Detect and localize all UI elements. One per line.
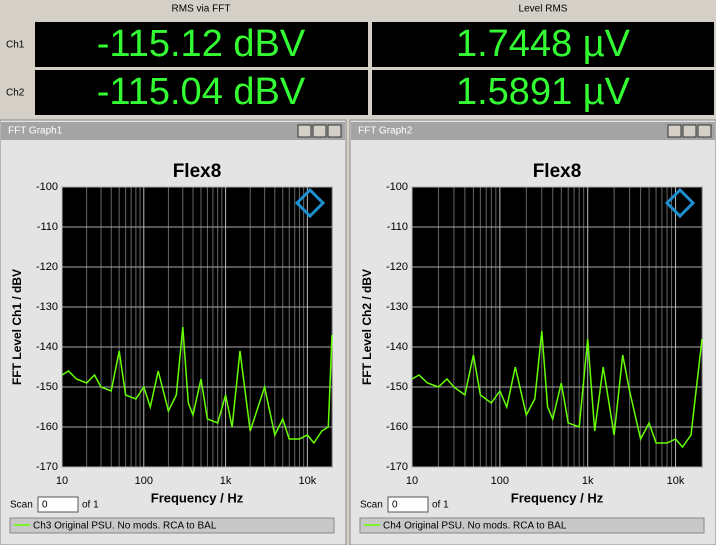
display-box (372, 70, 714, 115)
readout-value: 1.7448 µV (456, 23, 631, 65)
window-button[interactable] (682, 124, 697, 138)
logo (664, 187, 696, 219)
x-tick-label: 10k (299, 475, 317, 487)
window-button[interactable] (327, 124, 342, 138)
y-tick-label: -130 (36, 301, 58, 313)
logo-shape (664, 187, 696, 219)
y-axis-label: FFT Level Ch1 / dBV (10, 269, 24, 385)
spectrum-line (411, 330, 703, 449)
y-tick-label: -160 (36, 421, 58, 433)
readout-value: 1.5891 µV (456, 71, 631, 113)
scan-dropdown[interactable] (37, 496, 79, 513)
title-bar (1, 122, 345, 140)
y-tick-label: -170 (386, 461, 408, 473)
display-box (372, 22, 714, 67)
channel-label: Ch1 (6, 40, 25, 51)
x-tick-label: 100 (135, 475, 153, 487)
window-title: FFT Graph2 (358, 126, 413, 137)
y-tick-label: -120 (36, 261, 58, 273)
legend-bar (359, 517, 705, 534)
plot-area (61, 186, 333, 468)
readout-value: -115.04 dBV (97, 71, 306, 113)
y-tick-label: -150 (386, 381, 408, 393)
scan-value: 0 (42, 500, 48, 511)
legend-entry: Ch3 Original PSU. No mods. RCA to BAL (33, 521, 217, 532)
x-tick-label: 10k (667, 475, 685, 487)
logo-shape (294, 187, 326, 219)
channel-label: Ch2 (6, 88, 25, 99)
readout-value: -115.12 dBV (97, 23, 306, 65)
window-button[interactable] (297, 124, 312, 138)
column-header: Level RMS (519, 4, 568, 15)
y-tick-label: -120 (386, 261, 408, 273)
scan-of: of 1 (432, 500, 449, 511)
column-header: RMS via FFT (172, 4, 231, 15)
x-tick-label: 100 (491, 475, 509, 487)
y-tick-label: -160 (386, 421, 408, 433)
chart-title: Flex8 (173, 161, 222, 182)
window-button[interactable] (697, 124, 712, 138)
x-tick-label: 10 (406, 475, 418, 487)
display-box (35, 22, 368, 67)
y-tick-label: -170 (36, 461, 58, 473)
y-tick-label: -100 (386, 181, 408, 193)
y-tick-label: -150 (36, 381, 58, 393)
window-button[interactable] (312, 124, 327, 138)
plot-area (411, 186, 703, 468)
scan-of: of 1 (82, 500, 99, 511)
scan-value: 0 (392, 500, 398, 511)
x-axis-label: Frequency / Hz (511, 490, 604, 505)
legend-entry: Ch4 Original PSU. No mods. RCA to BAL (383, 521, 567, 532)
y-tick-label: -110 (37, 221, 58, 233)
y-tick-label: -110 (387, 221, 408, 233)
x-tick-label: 1k (220, 475, 232, 487)
chart-title: Flex8 (533, 161, 582, 182)
y-tick-label: -140 (36, 341, 58, 353)
x-tick-label: 1k (582, 475, 594, 487)
title-bar (351, 122, 715, 140)
y-tick-label: -140 (386, 341, 408, 353)
spectrum-line (61, 326, 333, 445)
x-axis-label: Frequency / Hz (151, 490, 244, 505)
y-axis-label: FFT Level Ch2 / dBV (360, 269, 374, 385)
scan-label: Scan (10, 500, 33, 511)
legend-bar (9, 517, 335, 534)
y-tick-label: -130 (386, 301, 408, 313)
scan-label: Scan (360, 500, 383, 511)
y-tick-label: -100 (36, 181, 58, 193)
display-box (35, 70, 368, 115)
window-title: FFT Graph1 (8, 126, 63, 137)
logo (294, 187, 326, 219)
window-button[interactable] (667, 124, 682, 138)
scan-dropdown[interactable] (387, 496, 429, 513)
x-tick-label: 10 (56, 475, 68, 487)
